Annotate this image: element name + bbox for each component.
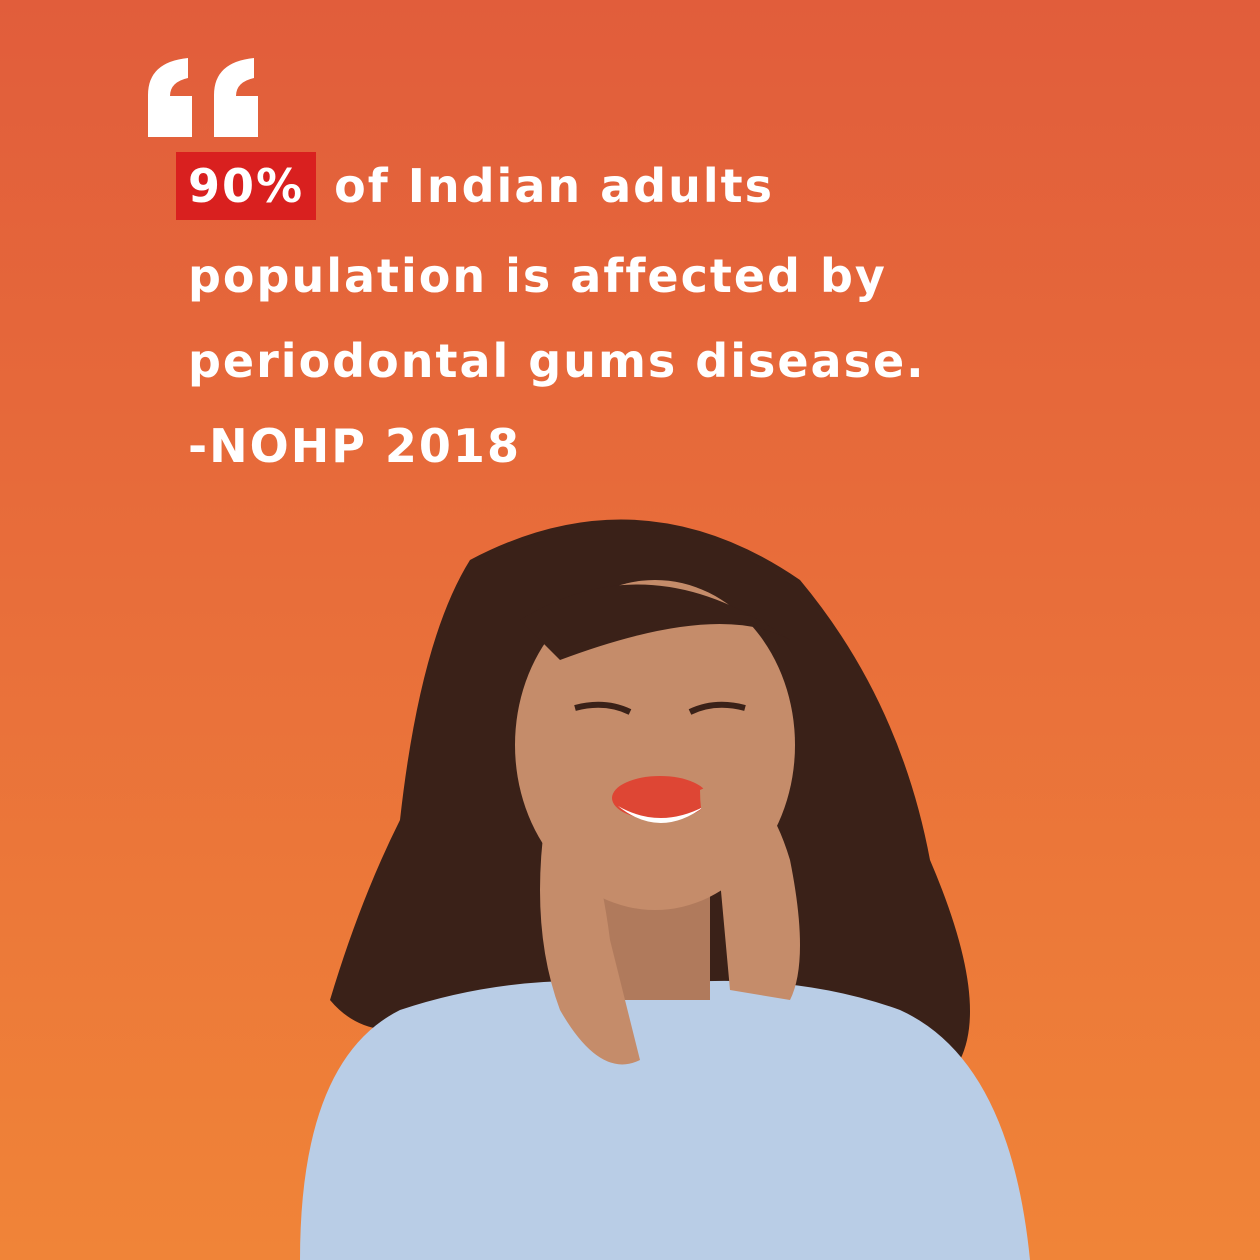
person-image: [300, 519, 1030, 1260]
quote-line: periodontal gums disease.: [188, 334, 926, 388]
source: -NOHP 2018: [188, 419, 521, 473]
quote-mark: [148, 58, 258, 137]
quote-line: 90% of Indian adults: [176, 152, 774, 220]
quote-text: of Indian adults: [334, 159, 774, 213]
quote-line: population is affected by: [188, 249, 887, 303]
highlight: 90%: [176, 152, 317, 220]
